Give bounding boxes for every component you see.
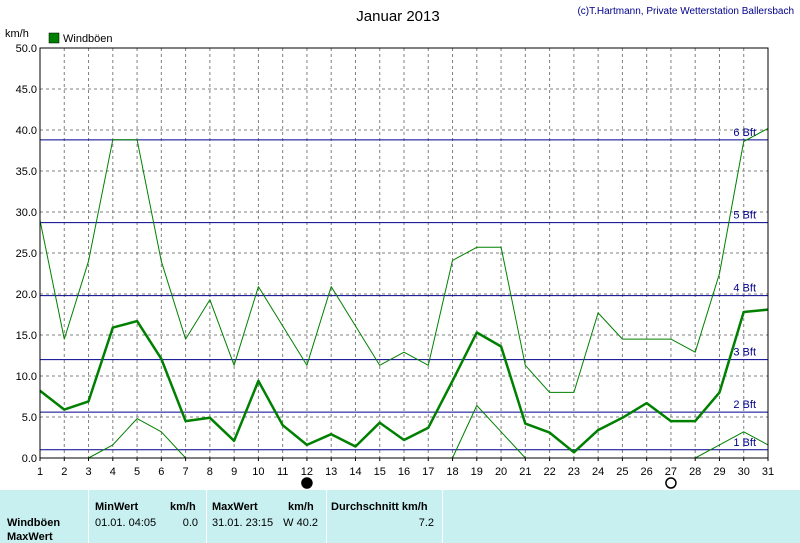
stats-min-header: MinWert — [95, 501, 139, 513]
stats-min-value: 0.0 — [182, 517, 198, 529]
grid — [40, 48, 768, 458]
series — [39, 127, 769, 459]
x-tick-label: 19 — [471, 466, 483, 478]
beaufort-label: 4 Bft — [733, 283, 756, 295]
y-tick-label: 30.0 — [16, 207, 37, 219]
series-line-min — [694, 431, 769, 459]
y-tick-label: 35.0 — [16, 166, 37, 178]
beaufort-label: 3 Bft — [733, 347, 756, 359]
stats-panel: MinWert km/h MaxWert km/h Durchschnitt k… — [0, 490, 800, 543]
x-tick-label: 29 — [713, 466, 725, 478]
stats-avg-value: 7.2 — [418, 517, 434, 529]
x-tick-label: 20 — [495, 466, 507, 478]
stats-min-datetime: 01.01. 04:05 — [95, 517, 157, 529]
stats-max-value: W 40.2 — [283, 517, 318, 529]
x-tick-label: 24 — [592, 466, 604, 478]
moon-new-icon — [301, 477, 313, 489]
axes: 0.0 5.0 10.0 15.0 20.0 25.0 30.0 35.0 40.0 45.0 50… — [16, 43, 775, 478]
x-tick-label: 28 — [689, 466, 701, 478]
y-tick-label: 20.0 — [16, 289, 37, 301]
stats-row-label: Windböen — [7, 517, 61, 529]
x-tick-label: 5 — [134, 466, 140, 478]
y-tick-label: 0.0 — [22, 453, 37, 465]
moon-markers — [301, 477, 677, 489]
stats-max-datetime: 31.01. 23:15 — [212, 517, 274, 529]
stats-max-header: MaxWert — [212, 501, 258, 513]
legend-swatch — [48, 32, 60, 44]
x-tick-label: 12 — [301, 466, 313, 478]
series-line-min — [88, 418, 186, 459]
series-line-max — [39, 127, 769, 393]
stats-min-unit: km/h — [170, 501, 196, 513]
x-tick-label: 10 — [252, 466, 264, 478]
x-tick-label: 11 — [277, 466, 288, 478]
x-tick-label: 23 — [568, 466, 580, 478]
x-tick-label: 21 — [519, 466, 531, 478]
x-tick-label: 9 — [231, 466, 237, 478]
stats-row-label-2: MaxWert — [7, 531, 53, 543]
x-tick-label: 6 — [158, 466, 164, 478]
beaufort-label: 6 Bft — [733, 127, 756, 139]
series-line-mean — [39, 308, 769, 454]
beaufort-label: 2 Bft — [733, 399, 756, 411]
beaufort-lines: 1 Bft 2 Bft 3 Bft 4 Bft 5 Bft 6 Bft — [40, 127, 768, 451]
x-tick-label: 31 — [762, 466, 774, 478]
x-tick-label: 4 — [110, 466, 116, 478]
x-tick-label: 16 — [398, 466, 410, 478]
y-tick-label: 10.0 — [16, 371, 37, 383]
chart: Januar 2013 (c)T.Hartmann, Private Wette… — [5, 6, 794, 489]
series-line-min — [452, 405, 526, 459]
stats-max-unit: km/h — [288, 501, 314, 513]
y-axis-unit: km/h — [5, 28, 29, 40]
y-tick-label: 50.0 — [16, 43, 37, 55]
y-tick-label: 15.0 — [16, 330, 37, 342]
x-tick-label: 15 — [374, 466, 386, 478]
x-tick-label: 7 — [183, 466, 189, 478]
x-tick-label: 1 — [37, 466, 43, 478]
x-tick-label: 13 — [325, 466, 337, 478]
y-tick-label: 45.0 — [16, 84, 37, 96]
legend-label: Windböen — [63, 33, 113, 45]
x-tick-label: 30 — [738, 466, 750, 478]
x-tick-label: 26 — [641, 466, 653, 478]
chart-title: Januar 2013 — [356, 8, 439, 25]
y-tick-label: 40.0 — [16, 125, 37, 137]
x-tick-label: 22 — [543, 466, 555, 478]
y-tick-label: 25.0 — [16, 248, 37, 260]
x-tick-label: 25 — [616, 466, 628, 478]
x-tick-label: 2 — [61, 466, 67, 478]
x-tick-label: 3 — [85, 466, 91, 478]
x-tick-label: 8 — [207, 466, 213, 478]
x-tick-label: 27 — [665, 466, 677, 478]
stats-avg-header: Durchschnitt km/h — [331, 501, 428, 513]
moon-full-icon — [665, 477, 677, 489]
beaufort-label: 5 Bft — [733, 210, 756, 222]
x-tick-label: 14 — [349, 466, 361, 478]
x-tick-label: 17 — [422, 466, 434, 478]
x-tick-label: 18 — [446, 466, 458, 478]
beaufort-label: 1 Bft — [733, 437, 756, 449]
y-tick-label: 5.0 — [22, 412, 37, 424]
copyright-text: (c)T.Hartmann, Private Wetterstation Bal… — [577, 6, 794, 17]
